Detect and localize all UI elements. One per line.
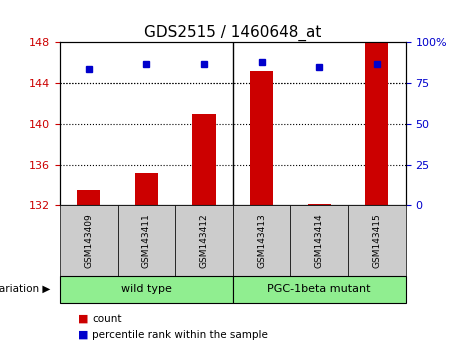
Bar (308, 204, 331, 205)
Text: wild type: wild type (121, 284, 172, 295)
Bar (193, 114, 216, 205)
Text: genotype/variation ▶: genotype/variation ▶ (0, 284, 51, 295)
Title: GDS2515 / 1460648_at: GDS2515 / 1460648_at (144, 25, 321, 41)
Text: ■: ■ (78, 314, 88, 324)
Text: ■: ■ (78, 330, 88, 339)
Bar (365, 42, 388, 205)
Bar (135, 173, 158, 205)
Text: GSM143412: GSM143412 (200, 213, 208, 268)
Bar (77, 190, 100, 205)
Bar (250, 71, 273, 205)
Text: GSM143415: GSM143415 (372, 213, 381, 268)
Text: count: count (92, 314, 122, 324)
Text: GSM143413: GSM143413 (257, 213, 266, 268)
Text: PGC-1beta mutant: PGC-1beta mutant (267, 284, 371, 295)
Text: GSM143411: GSM143411 (142, 213, 151, 268)
Text: percentile rank within the sample: percentile rank within the sample (92, 330, 268, 339)
Text: GSM143414: GSM143414 (315, 213, 324, 268)
Text: GSM143409: GSM143409 (84, 213, 93, 268)
